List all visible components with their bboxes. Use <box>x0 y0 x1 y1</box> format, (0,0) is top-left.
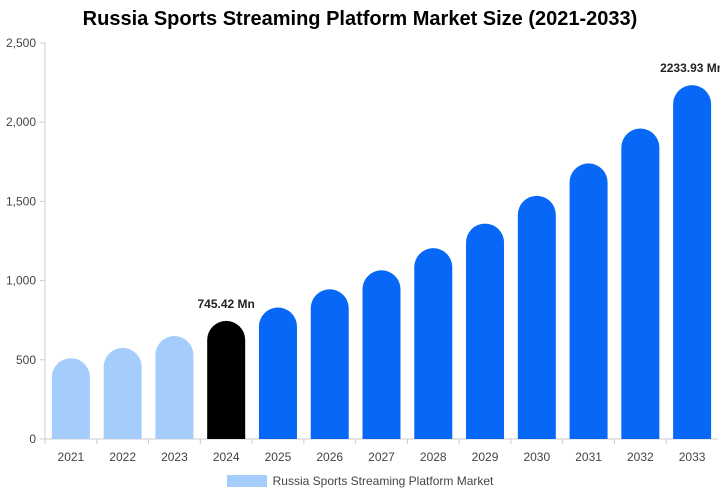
bar-2027[interactable] <box>362 270 401 439</box>
legend-label: Russia Sports Streaming Platform Market <box>272 474 494 488</box>
x-tick-label: 2028 <box>420 450 447 464</box>
x-tick-label: 2032 <box>627 450 654 464</box>
x-tick-label: 2024 <box>213 450 240 464</box>
data-labels: 745.42 Mn 2233.93 Mn <box>198 61 720 311</box>
x-axis: 2021 2022 2023 2024 2025 2026 2027 2028 2029 2030… <box>44 438 718 464</box>
bar-2031[interactable] <box>569 163 608 439</box>
y-tick-label: 2,500 <box>6 36 36 50</box>
data-label: 745.42 Mn <box>198 297 255 311</box>
bar-2024[interactable] <box>207 320 246 439</box>
bars <box>51 85 712 440</box>
bar-2026[interactable] <box>310 289 349 439</box>
y-tick-label: 1,000 <box>6 274 36 288</box>
y-tick-label: 500 <box>16 353 36 367</box>
x-tick-label: 2021 <box>58 450 85 464</box>
bar-2022[interactable] <box>103 347 142 439</box>
y-axis: 0 500 1,000 1,500 2,000 2,500 <box>6 36 46 446</box>
x-tick-label: 2023 <box>161 450 188 464</box>
y-tick-label: 2,000 <box>6 115 36 129</box>
x-tick-label: 2029 <box>472 450 499 464</box>
bar-2023[interactable] <box>155 336 194 439</box>
y-tick-label: 0 <box>29 432 36 446</box>
bar-2025[interactable] <box>258 307 297 439</box>
bar-2021[interactable] <box>51 358 90 439</box>
y-tick-label: 1,500 <box>6 194 36 208</box>
bar-2028[interactable] <box>414 248 453 439</box>
legend[interactable]: Russia Sports Streaming Platform Market <box>0 474 720 488</box>
chart-title: Russia Sports Streaming Platform Market … <box>82 8 638 30</box>
data-label: 2233.93 Mn <box>660 61 720 75</box>
x-tick-label: 2022 <box>109 450 136 464</box>
x-tick-label: 2033 <box>679 450 706 464</box>
bar-2032[interactable] <box>621 128 660 439</box>
legend-swatch <box>226 475 267 487</box>
bar-2029[interactable] <box>466 223 505 439</box>
x-tick-label: 2026 <box>316 450 343 464</box>
bar-2033[interactable] <box>673 85 712 440</box>
x-tick-label: 2030 <box>523 450 550 464</box>
bar-2030[interactable] <box>517 195 556 439</box>
x-tick-label: 2031 <box>575 450 602 464</box>
x-tick-label: 2027 <box>368 450 395 464</box>
x-tick-label: 2025 <box>265 450 292 464</box>
